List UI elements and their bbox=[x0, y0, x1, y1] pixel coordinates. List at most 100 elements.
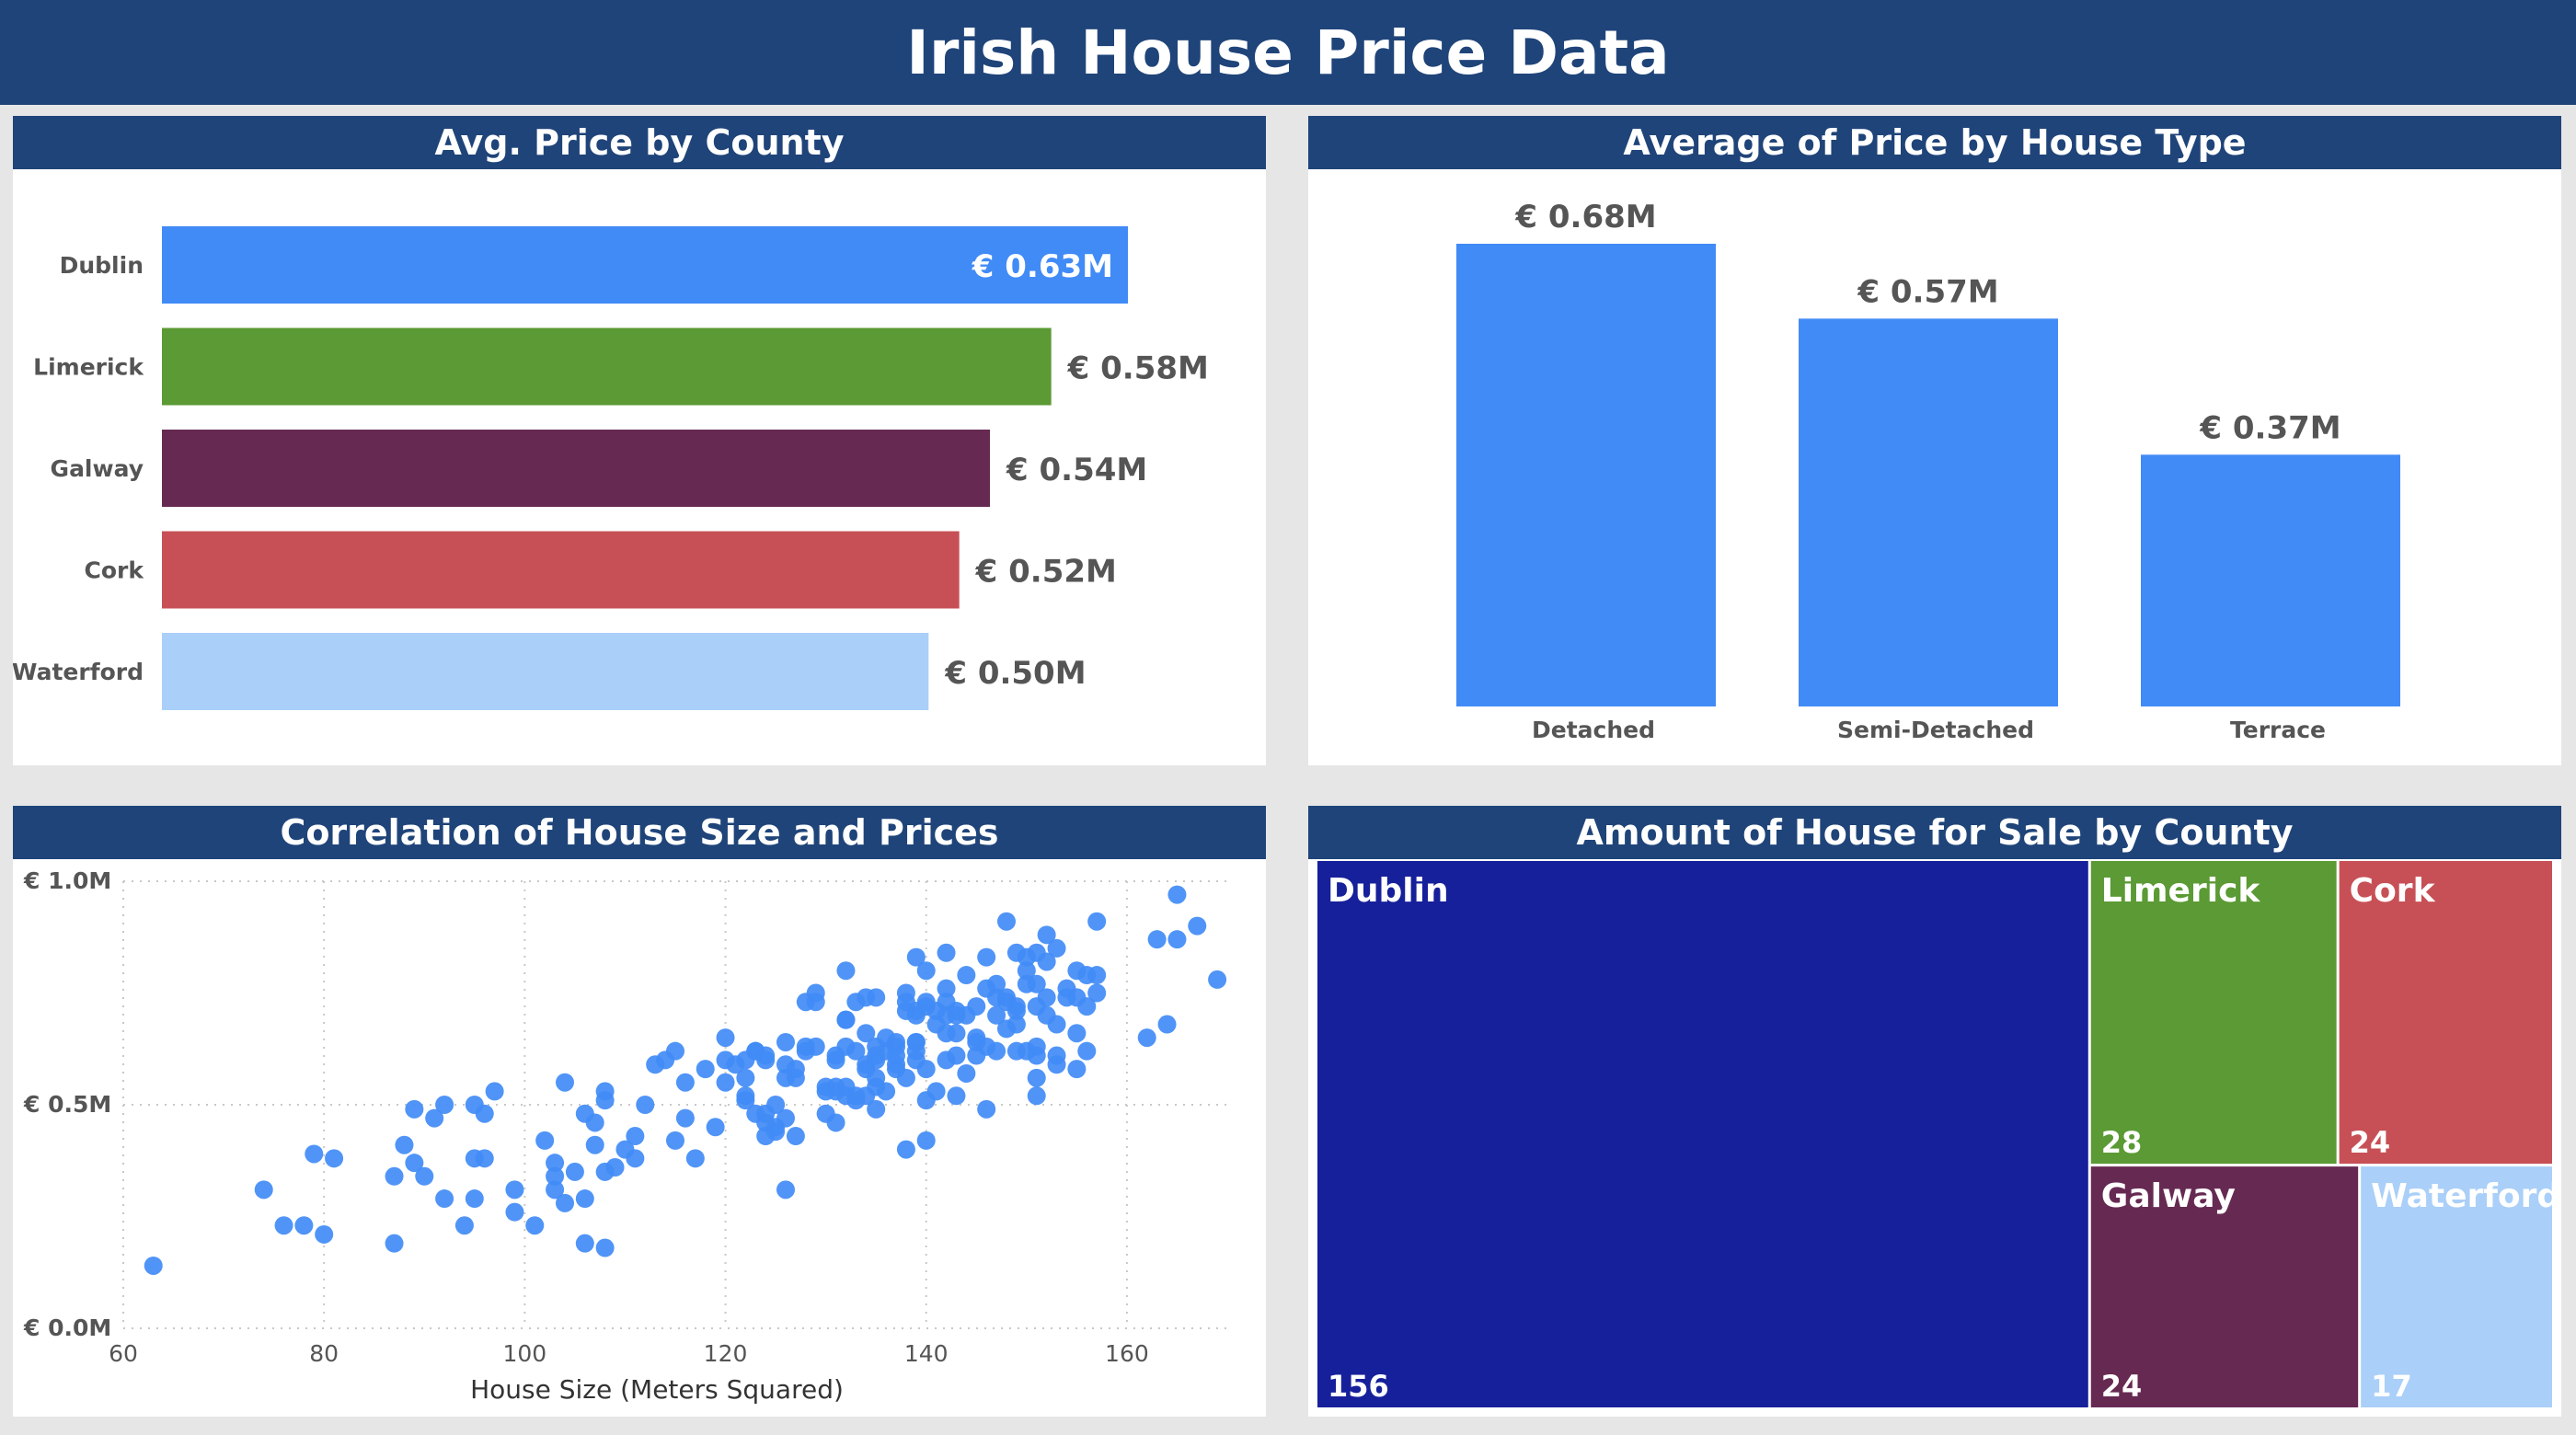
scatter-point bbox=[505, 1202, 524, 1222]
scatter-point bbox=[1087, 966, 1107, 985]
bar-terrace bbox=[2141, 454, 2400, 706]
treemap-tile-waterford bbox=[2361, 1166, 2552, 1407]
scatter-point bbox=[475, 1104, 494, 1123]
scatter-point bbox=[706, 1118, 725, 1137]
scatter-point bbox=[1067, 1024, 1087, 1043]
scatter-point bbox=[465, 1189, 484, 1209]
scatter-point bbox=[766, 1096, 786, 1114]
x-tick-label-140: 140 bbox=[904, 1340, 949, 1367]
treemap-value-limerick: 28 bbox=[2101, 1125, 2143, 1160]
scatter-point bbox=[546, 1154, 565, 1173]
scatter-point bbox=[405, 1154, 424, 1173]
scatter-point bbox=[385, 1234, 404, 1253]
scatter-point bbox=[967, 997, 986, 1016]
scatter-point bbox=[857, 1024, 876, 1043]
size-price-chart: 60 80 100 120 140 160 € 0.0M € 0.5M € 1.0M House … bbox=[23, 867, 1227, 1405]
county-price-chart: Dublin € 0.63M Limerick € 0.58M Galway € 0.54… bbox=[13, 226, 1209, 710]
treemap-tile-dublin bbox=[1317, 861, 2088, 1407]
scatter-point bbox=[395, 1135, 414, 1154]
scatter-point bbox=[305, 1144, 324, 1164]
data-label-cork: € 0.52M bbox=[975, 554, 1117, 591]
scatter-point bbox=[947, 1086, 966, 1106]
scatter-point bbox=[575, 1189, 594, 1209]
scatter-point bbox=[1047, 1055, 1066, 1074]
data-label-semi-detached: € 0.57M bbox=[1857, 273, 1998, 310]
scatter-point bbox=[826, 1113, 845, 1132]
treemap-label-cork: Cork bbox=[2350, 872, 2436, 910]
dashboard-title: Irish House Price Data bbox=[906, 17, 1670, 88]
scatter-point bbox=[957, 1063, 976, 1083]
x-tick-label-100: 100 bbox=[503, 1340, 547, 1367]
scatter-point bbox=[906, 947, 926, 967]
scatter-point bbox=[696, 1060, 715, 1079]
category-label-detached: Detached bbox=[1532, 717, 1655, 743]
scatter-point bbox=[896, 1068, 915, 1087]
y-tick-label-2: € 1.0M bbox=[23, 867, 111, 894]
scatter-point bbox=[1137, 1028, 1156, 1048]
scatter-point bbox=[846, 1041, 866, 1061]
scatter-point bbox=[766, 1122, 786, 1142]
scatter-point bbox=[1188, 916, 1207, 936]
treemap-label-waterford: Waterford bbox=[2371, 1177, 2560, 1215]
bar-semi-detached bbox=[1799, 318, 2058, 706]
size-price-panel: Correlation of House Size and Prices 60 8… bbox=[13, 806, 1266, 1417]
scatter-point bbox=[1087, 912, 1107, 931]
scatter-point bbox=[957, 966, 976, 985]
scatter-point bbox=[826, 1050, 845, 1070]
scatter-point bbox=[605, 1158, 625, 1177]
scatter-point bbox=[977, 1099, 996, 1119]
scatter-point bbox=[636, 1096, 655, 1114]
scatter-point bbox=[325, 1149, 344, 1168]
scatter-point bbox=[575, 1234, 594, 1253]
scatter-point bbox=[294, 1216, 314, 1235]
houses-for-sale-title: Amount of House for Sale by County bbox=[1308, 806, 2561, 859]
scatter-point bbox=[1006, 1015, 1026, 1034]
scatter-point bbox=[425, 1108, 444, 1128]
scatter-point bbox=[916, 1060, 936, 1079]
scatter-point bbox=[867, 988, 886, 1007]
scatter-point bbox=[776, 1108, 795, 1128]
scatter-point bbox=[585, 1135, 604, 1154]
treemap-tile-galway bbox=[2090, 1166, 2359, 1407]
scatter-point bbox=[937, 979, 956, 998]
scatter-point bbox=[836, 1010, 856, 1029]
scatter-point bbox=[756, 1050, 776, 1070]
scatter-point bbox=[896, 983, 915, 1003]
scatter-point bbox=[1027, 1086, 1046, 1106]
scatter-point bbox=[736, 1086, 755, 1106]
data-label-galway: € 0.54M bbox=[1006, 452, 1147, 488]
dashboard-header: Irish House Price Data bbox=[0, 0, 2576, 105]
scatter-point bbox=[836, 961, 856, 981]
bar-detached bbox=[1456, 244, 1716, 706]
scatter-point bbox=[906, 1032, 926, 1051]
scatter-point bbox=[505, 1180, 524, 1200]
scatter-point bbox=[675, 1108, 695, 1128]
houses-for-sale-chart: Dublin 156 Limerick 28 Cork 24 Galway 24 Waterfo… bbox=[1317, 861, 2560, 1407]
treemap-tile-cork bbox=[2339, 861, 2552, 1165]
scatter-point bbox=[786, 1127, 805, 1146]
houses-for-sale-panel: Amount of House for Sale by County Dubli… bbox=[1308, 806, 2561, 1417]
scatter-point bbox=[626, 1149, 645, 1168]
scatter-point bbox=[736, 1068, 755, 1087]
scatter-point bbox=[556, 1193, 574, 1212]
scatter-point bbox=[716, 1073, 735, 1092]
scatter-point bbox=[415, 1166, 434, 1186]
scatter-point bbox=[716, 1028, 735, 1048]
scatter-point bbox=[1047, 1015, 1066, 1034]
x-axis-label: House Size (Meters Squared) bbox=[470, 1374, 844, 1405]
data-label-detached: € 0.68M bbox=[1514, 199, 1656, 235]
treemap-value-waterford: 17 bbox=[2371, 1369, 2412, 1404]
scatter-point bbox=[806, 993, 825, 1012]
treemap-label-galway: Galway bbox=[2101, 1177, 2236, 1215]
scatter-point bbox=[926, 1082, 946, 1101]
x-tick-label-120: 120 bbox=[704, 1340, 748, 1367]
county-price-panel: Avg. Price by County Dublin € 0.63M Limeri… bbox=[13, 116, 1266, 765]
treemap-value-galway: 24 bbox=[2101, 1369, 2143, 1404]
scatter-point bbox=[675, 1073, 695, 1092]
scatter-point bbox=[1077, 1041, 1097, 1061]
scatter-point bbox=[806, 1037, 825, 1056]
treemap-label-limerick: Limerick bbox=[2101, 872, 2261, 910]
scatter-point bbox=[535, 1131, 555, 1150]
scatter-point bbox=[565, 1162, 584, 1181]
scatter-point bbox=[1047, 938, 1066, 958]
